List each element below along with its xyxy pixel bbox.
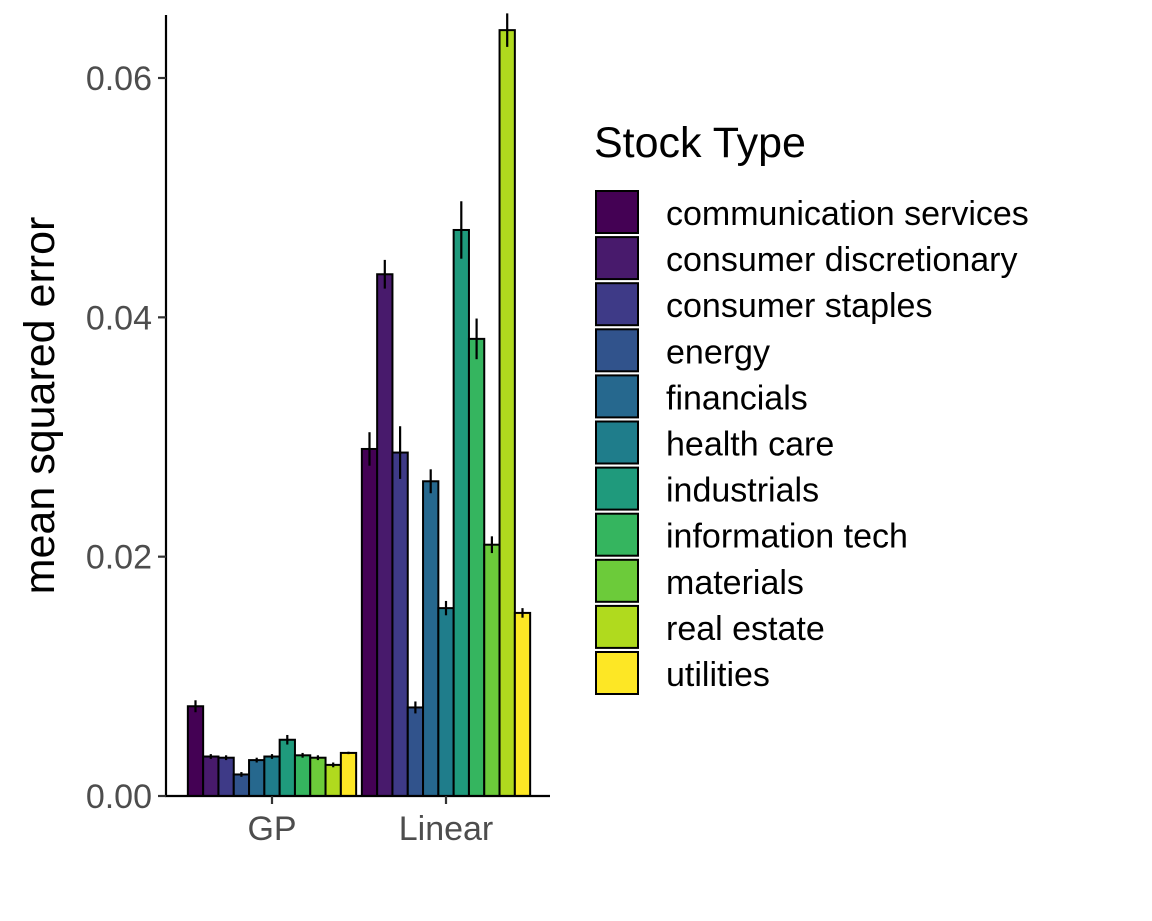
legend-swatch [595, 190, 639, 234]
bar-linear-utilities [513, 611, 532, 797]
legend-label: materials [666, 564, 804, 602]
bar-linear-consumer-staples [391, 451, 409, 797]
legend-label: utilities [666, 656, 770, 694]
y-tick-label: 0.02 [86, 539, 152, 577]
bar-gp-consumer-discretionary [202, 755, 220, 798]
bar-linear-energy [406, 706, 425, 797]
bar-linear-real-estate [498, 29, 516, 797]
legend-label: health care [666, 426, 834, 464]
bar-linear-information-tech [467, 337, 486, 797]
bar-gp-communication-services [186, 705, 205, 797]
legend-swatch [595, 328, 639, 373]
legend-label: energy [666, 333, 770, 371]
legend-swatch [595, 604, 639, 649]
x-tick-label: GP [247, 810, 296, 848]
legend-label: information tech [666, 518, 908, 556]
legend-label: financials [666, 379, 808, 417]
legend-label: industrials [666, 472, 819, 510]
legend-title: Stock Type [594, 119, 806, 167]
bar-gp-real-estate [324, 763, 342, 797]
legend-swatch [595, 512, 639, 557]
bar-linear-communication-services [360, 447, 379, 797]
bar-linear-industrials [452, 228, 470, 797]
bar-linear-financials [422, 480, 440, 797]
legend-label: real estate [666, 610, 825, 648]
bar-gp-materials [309, 756, 327, 797]
bar-linear-health-care [437, 607, 455, 798]
bar-gp-consumer-staples [217, 756, 235, 797]
legend-label: consumer staples [666, 287, 932, 325]
legend-swatch [595, 558, 639, 603]
bar-gp-energy [232, 773, 251, 798]
y-tick-label: 0.04 [86, 299, 152, 337]
y-axis-ticks: 0.00 0.02 0.04 0.06 [86, 60, 166, 816]
bar-gp-utilities [339, 751, 358, 797]
legend-label: consumer discretionary [666, 241, 1017, 279]
bar-gp-industrials [278, 738, 296, 797]
x-axis-ticks: GP Linear [247, 796, 493, 848]
bar-gp-information-tech [293, 754, 312, 798]
legend-label: communication services [666, 195, 1029, 233]
y-axis-title: mean squared error [16, 217, 64, 595]
plot-area [186, 13, 532, 798]
legend-items: communication services consumer discretio… [595, 190, 1029, 695]
legend-swatch [595, 651, 639, 695]
bar-linear-consumer-discretionary [376, 273, 394, 797]
legend-swatch [595, 236, 639, 281]
legend-swatch [595, 374, 639, 419]
legend: Stock Type communication services consume… [594, 119, 1029, 695]
bar-gp-financials [248, 759, 266, 797]
legend-swatch [595, 466, 639, 511]
x-tick-label: Linear [399, 810, 494, 848]
legend-swatch [595, 282, 639, 327]
y-tick-label: 0.06 [86, 60, 152, 98]
bar-gp-health-care [263, 755, 281, 798]
legend-swatch [595, 420, 639, 465]
y-tick-label: 0.00 [86, 778, 152, 816]
bar-linear-materials [483, 543, 501, 798]
